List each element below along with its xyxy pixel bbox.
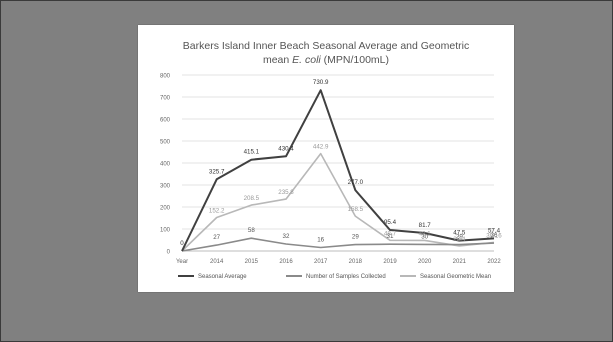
- data-label: 0: [180, 240, 184, 247]
- y-tick-label: 400: [160, 162, 171, 168]
- data-label: 48.1: [419, 230, 432, 237]
- data-label: 325.7: [209, 168, 225, 175]
- series-line: [181, 152, 495, 252]
- x-tick-label: 2017: [314, 259, 328, 265]
- x-tick-label: 2022: [487, 259, 501, 265]
- y-tick-label: 700: [160, 96, 171, 102]
- data-label: 29: [456, 234, 463, 241]
- y-tick-label: 100: [160, 228, 171, 234]
- y-axis: 0 100 200 300 400 500 600 700 800: [160, 74, 171, 256]
- y-tick-label: 200: [160, 206, 171, 212]
- data-label: 57.4: [488, 227, 501, 234]
- x-tick-label: Year: [176, 259, 188, 265]
- data-label: 29: [352, 234, 359, 241]
- data-label: 27: [213, 234, 220, 241]
- x-tick-label: 2015: [245, 259, 259, 265]
- y-tick-label: 0: [167, 250, 171, 256]
- y-tick-label: 800: [160, 74, 171, 80]
- series-line: [181, 89, 495, 252]
- data-label: 430.4: [278, 145, 294, 152]
- series-lines: [181, 89, 495, 252]
- data-label: 32: [283, 233, 290, 240]
- gridlines: [182, 74, 494, 252]
- data-labels: 0 325.7 415.1 430.4 730.9 277.0 95.4 81.7 47.5 57…: [180, 79, 502, 247]
- data-label: 39.16: [486, 232, 502, 239]
- x-tick-label: 2016: [279, 259, 293, 265]
- y-tick-label: 500: [160, 140, 171, 146]
- data-label: 23.4: [453, 236, 466, 243]
- data-label: 158.5: [348, 206, 364, 213]
- x-tick-label: 2021: [453, 259, 467, 265]
- line-chart: Barkers Island Inner Beach Seasonal Aver…: [160, 40, 502, 280]
- data-label: 30: [421, 233, 428, 240]
- chart-title-line1: Barkers Island Inner Beach Seasonal Aver…: [183, 40, 469, 52]
- y-tick-label: 600: [160, 118, 171, 124]
- x-tick-label: 2014: [210, 259, 224, 265]
- data-label: 58: [248, 227, 255, 234]
- data-label: 277.0: [348, 179, 364, 186]
- legend-label: Seasonal Average: [198, 274, 247, 280]
- data-label: 152.2: [209, 208, 225, 215]
- data-label: 36: [491, 232, 498, 239]
- data-label: 47.5: [453, 230, 466, 237]
- data-label: 415.1: [244, 149, 260, 156]
- data-label: 31: [387, 233, 394, 240]
- chart-title-line2: mean E. coli (MPN/100mL): [263, 54, 389, 66]
- series-line: [181, 237, 495, 252]
- x-tick-label: 2019: [383, 259, 397, 265]
- x-tick-label: 2020: [418, 259, 432, 265]
- legend: Seasonal Average Number of Samples Collec…: [178, 274, 491, 280]
- legend-label: Number of Samples Collected: [306, 274, 386, 280]
- data-label: 442.9: [313, 144, 329, 151]
- data-label: 81.7: [419, 222, 432, 229]
- chart-card: Barkers Island Inner Beach Seasonal Aver…: [138, 25, 514, 292]
- x-axis: Year 2014 2015 2016 2017 2018 2019 2020 2021 2022: [176, 259, 501, 265]
- data-label: 730.9: [313, 79, 329, 86]
- data-label: 235.8: [278, 189, 294, 196]
- x-tick-label: 2018: [349, 259, 363, 265]
- data-label: 95.4: [384, 219, 397, 226]
- data-label: 48.7: [384, 230, 397, 237]
- legend-label: Seasonal Geometric Mean: [420, 274, 491, 280]
- data-label: 16: [317, 236, 324, 243]
- data-label: 208.5: [244, 195, 260, 202]
- y-tick-label: 300: [160, 184, 171, 190]
